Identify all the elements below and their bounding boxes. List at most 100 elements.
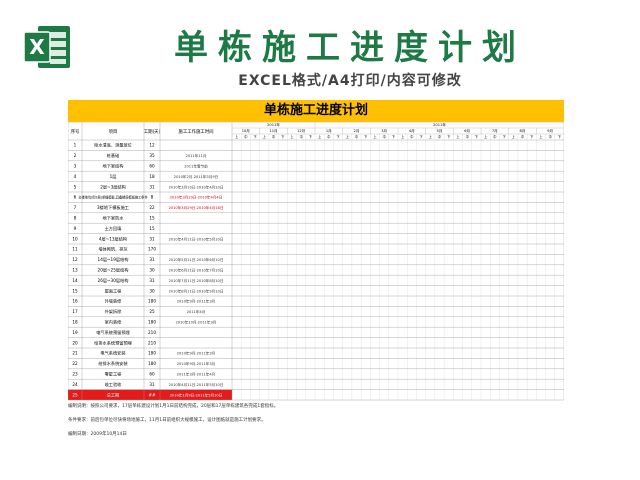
page-title: 单栋施工进度计划 (174, 28, 526, 68)
decade-label: 上 (235, 134, 239, 139)
row-item: 除水清底、测量放位 (94, 142, 132, 149)
row-plan: 2011年春节前 (184, 164, 208, 169)
row-duration: 31 (149, 382, 155, 387)
row-number: 22 (72, 361, 78, 366)
row-item: 1层 (110, 174, 117, 180)
row-number: 12 (72, 257, 78, 262)
page-subtitle: EXCEL格式/A4打印/内容可修改 (238, 73, 462, 89)
row-plan: 2010年4月11日-2010年5月10日 (169, 236, 224, 241)
decade-label: 中 (438, 134, 441, 139)
decade-label: 中 (521, 134, 524, 139)
row-number: 20 (72, 340, 78, 345)
row-plan: 2010年9月-2011年3月 (177, 361, 216, 366)
schedule-grid: 序号 项目 工期(天) 施工工作施工时间 2011年 2011年 10月 11月 12月 1月 2月… (68, 122, 564, 401)
row-number: 5 (74, 184, 77, 189)
row-number: 17 (72, 309, 78, 314)
month-label: 11月 (269, 128, 277, 133)
row-duration: 31 (149, 278, 155, 283)
month-label: 6月 (464, 128, 470, 133)
decade-label: 下 (419, 135, 423, 139)
row-number: 19 (72, 330, 78, 335)
row-duration: 25 (149, 309, 155, 314)
decade-label: 中 (493, 134, 496, 139)
row-plan: 2010年1月9日-2011年5月10日 (170, 392, 223, 397)
month-label: 10月 (242, 128, 250, 133)
month-label: 3月 (381, 128, 387, 133)
row-item: 给排水系统安装 (98, 360, 128, 367)
decade-label: 上 (539, 134, 543, 139)
excel-logo-icon: X (23, 26, 70, 68)
row-plan: 2010年3月10日-2010年4月10日 (169, 184, 224, 189)
row-duration: 12 (149, 143, 155, 148)
row-duration: 170 (148, 247, 156, 252)
decade-label: 下 (475, 135, 479, 139)
row-number: 13 (72, 268, 78, 273)
decade-label: 下 (392, 135, 396, 139)
row-plan: 2010年5月11日-2010年6月10日 (169, 257, 224, 262)
decade-label: 上 (484, 134, 488, 139)
column-header: 工期(天) (144, 129, 161, 135)
row-item: 电气系统安装 (100, 350, 126, 357)
decade-label: 上 (318, 134, 322, 139)
month-label: 4月 (409, 128, 415, 133)
row-plan: 2011年3月-2011年4月 (177, 372, 216, 377)
decade-label: 下 (530, 135, 534, 139)
month-label: 1月 (326, 128, 332, 133)
row-item: 墙体砌筑、抹灰 (98, 246, 127, 253)
row-item: 26层~30层结构 (98, 277, 129, 284)
row-number: 23 (72, 372, 78, 377)
row-duration: 31 (149, 257, 155, 262)
note-line: 编制说明：按照公司要求，17层单栋建设计划1月1日前结构完成，20层和17层单栋… (68, 404, 279, 409)
row-duration: 8 (151, 195, 154, 200)
row-number: 4 (74, 174, 77, 179)
notes: 编制说明：按照公司要求，17层单栋建设计划1月1日前结构完成，20层和17层单栋… (68, 404, 564, 446)
month-label: 5月 (437, 128, 443, 133)
decade-label: 中 (410, 134, 413, 139)
decade-label: 中 (327, 134, 330, 139)
row-duration: 180 (148, 320, 156, 325)
row-number: 9 (74, 226, 77, 231)
decade-label: 上 (290, 134, 294, 139)
note-line: 条件要求：前后包单位尽快将场地施工，11月1日前组织大规模施工，设计图纸就是施工… (68, 418, 266, 423)
row-item: 2层~3层结构 (100, 183, 126, 190)
row-plan: 2010年9月-2011年3月 (177, 351, 216, 356)
row-duration: 60 (149, 164, 155, 169)
row-item: 14层~19层结构 (98, 256, 129, 263)
row-duration: 18 (149, 174, 155, 179)
row-number: 2 (74, 153, 77, 158)
decade-label: 下 (364, 135, 368, 139)
banner: X 单栋施工进度计划 EXCEL格式/A4打印/内容可修改 (0, 0, 640, 98)
row-item: 给排水系统预留预埋 (94, 339, 133, 346)
decade-label: 上 (429, 134, 433, 139)
decade-label: 中 (466, 134, 469, 139)
column-header: 序号 (71, 128, 80, 135)
decade-label: 下 (447, 135, 451, 139)
month-label: 2月 (354, 128, 360, 133)
row-item: 桩基础 (107, 152, 120, 159)
month-label: 7月 (492, 128, 498, 133)
row-plan: 2011年4月 (187, 309, 206, 314)
row-duration: 35 (149, 153, 155, 158)
month-label: 12月 (297, 128, 305, 133)
row-plan: 2010年7月11日-2010年8月10日 (169, 278, 224, 283)
row-duration: 31 (149, 184, 155, 189)
row-number: 16 (72, 299, 78, 304)
row-duration: 210 (148, 340, 156, 345)
row-duration: ## (148, 392, 156, 397)
decade-label: 下 (253, 135, 257, 139)
row-item: 地下室防水 (103, 215, 125, 222)
decade-label: 上 (346, 134, 350, 139)
row-duration: 30 (149, 288, 155, 293)
row-duration: 210 (148, 330, 156, 335)
row-item: 电气系统预留预埋 (96, 329, 130, 336)
row-plan: 2010年10月-2011年3月 (176, 320, 217, 325)
decade-label: 上 (401, 134, 405, 139)
note-line: 编制日期：2009年10月14日 (68, 432, 127, 437)
row-number: 21 (72, 351, 78, 356)
row-number: 25 (72, 392, 78, 397)
row-item: 屋面工程 (105, 287, 123, 294)
row-duration: 60 (149, 372, 155, 377)
row-plan: 2010年3月29日-2010年4月18日 (169, 205, 224, 210)
row-item: 主楼地坑(即3层)重锤模板,具备楼层模板施工条件 (78, 195, 148, 200)
column-header: 项目 (109, 129, 118, 135)
